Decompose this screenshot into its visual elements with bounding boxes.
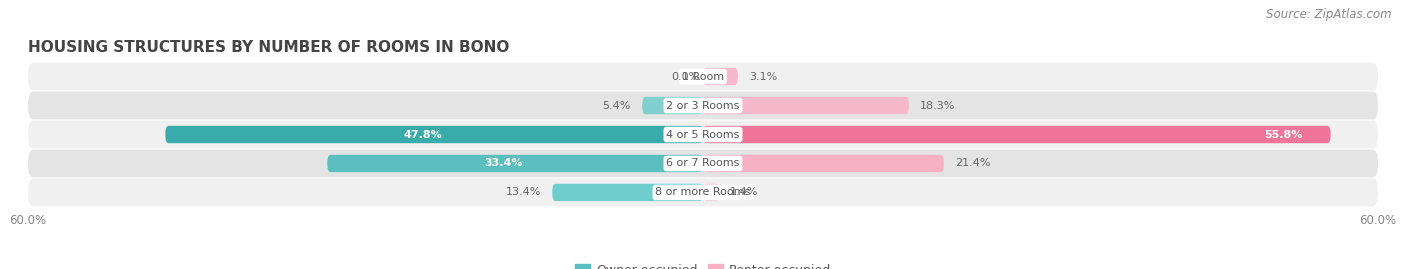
Text: 4 or 5 Rooms: 4 or 5 Rooms [666,129,740,140]
FancyBboxPatch shape [703,184,718,201]
FancyBboxPatch shape [703,68,738,85]
FancyBboxPatch shape [28,92,1378,119]
FancyBboxPatch shape [28,150,1378,177]
Text: 2 or 3 Rooms: 2 or 3 Rooms [666,101,740,111]
Text: 21.4%: 21.4% [955,158,990,168]
FancyBboxPatch shape [28,63,1378,90]
Text: 47.8%: 47.8% [404,129,443,140]
Text: HOUSING STRUCTURES BY NUMBER OF ROOMS IN BONO: HOUSING STRUCTURES BY NUMBER OF ROOMS IN… [28,40,509,55]
FancyBboxPatch shape [166,126,703,143]
FancyBboxPatch shape [703,155,943,172]
Text: 3.1%: 3.1% [749,72,778,82]
FancyBboxPatch shape [328,155,703,172]
Text: 1 Room: 1 Room [682,72,724,82]
FancyBboxPatch shape [28,121,1378,148]
FancyBboxPatch shape [643,97,703,114]
FancyBboxPatch shape [703,126,1330,143]
Text: 6 or 7 Rooms: 6 or 7 Rooms [666,158,740,168]
Text: 13.4%: 13.4% [506,187,541,197]
Text: 5.4%: 5.4% [603,101,631,111]
FancyBboxPatch shape [703,97,908,114]
Text: 33.4%: 33.4% [485,158,523,168]
Text: 0.0%: 0.0% [672,72,700,82]
FancyBboxPatch shape [553,184,703,201]
Text: 55.8%: 55.8% [1264,129,1302,140]
Text: 8 or more Rooms: 8 or more Rooms [655,187,751,197]
FancyBboxPatch shape [28,179,1378,206]
Text: 18.3%: 18.3% [920,101,956,111]
Text: Source: ZipAtlas.com: Source: ZipAtlas.com [1267,8,1392,21]
Legend: Owner-occupied, Renter-occupied: Owner-occupied, Renter-occupied [569,259,837,269]
Text: 1.4%: 1.4% [730,187,758,197]
